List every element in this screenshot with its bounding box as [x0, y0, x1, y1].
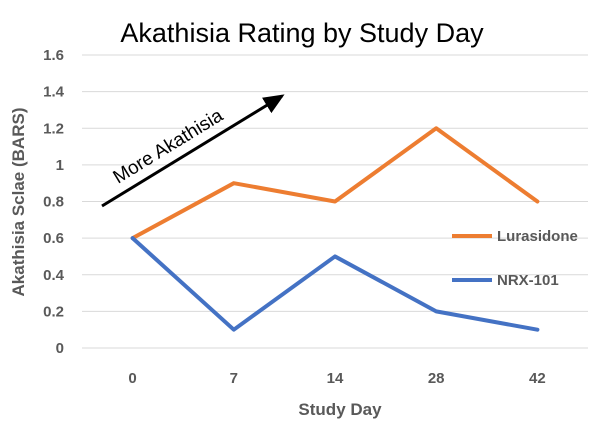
series-line-lurasidone	[130, 126, 540, 241]
x-tick-label: 14	[327, 370, 344, 387]
legend-label: Lurasidone	[497, 228, 578, 245]
y-tick-label: 0	[56, 340, 64, 357]
annotation-text: More Akathisia	[110, 105, 228, 188]
y-tick-label: 1.4	[43, 84, 65, 101]
x-tick-label: 28	[428, 370, 445, 387]
x-tick-label: 42	[529, 370, 546, 387]
y-tick-label: 1.2	[43, 120, 64, 137]
legend-label: NRX-101	[497, 272, 559, 289]
arrow-up-right-icon	[101, 94, 285, 208]
y-tick-label: 0.6	[43, 230, 64, 247]
y-axis-label: Akathisia Sclae (BARS)	[9, 108, 28, 297]
series-line-nrx-101	[130, 236, 540, 332]
series-lines	[130, 126, 540, 332]
y-tick-label: 0.8	[43, 194, 64, 211]
x-tick-label: 7	[230, 370, 238, 387]
y-tick-label: 1.6	[43, 47, 64, 64]
x-tick-label: 0	[128, 370, 136, 387]
y-axis-ticks: 0 0.2 0.4 0.6 0.8 1 1.2 1.4 1.6	[43, 47, 65, 357]
y-tick-label: 1	[56, 157, 64, 174]
x-axis-label: Study Day	[298, 400, 382, 419]
legend: Lurasidone NRX-101	[452, 228, 578, 289]
y-tick-label: 0.4	[43, 267, 65, 284]
annotation: More Akathisia	[101, 94, 285, 208]
y-tick-label: 0.2	[43, 303, 64, 320]
chart-title: Akathisia Rating by Study Day	[120, 18, 484, 48]
x-axis-ticks: 0 7 14 28 42	[128, 370, 545, 387]
